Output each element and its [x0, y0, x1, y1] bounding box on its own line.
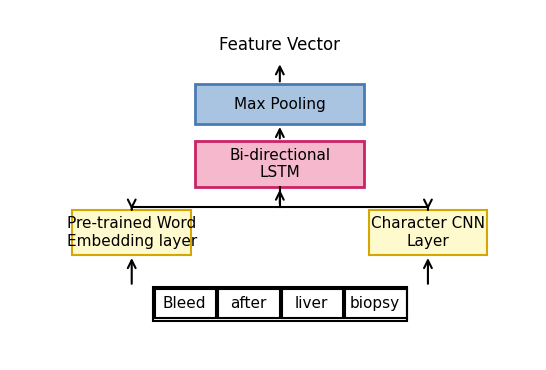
FancyBboxPatch shape — [195, 84, 365, 124]
FancyBboxPatch shape — [153, 286, 407, 321]
FancyBboxPatch shape — [73, 210, 191, 255]
Text: Bleed: Bleed — [163, 296, 206, 311]
FancyBboxPatch shape — [195, 141, 365, 187]
Text: Feature Vector: Feature Vector — [219, 36, 340, 54]
FancyBboxPatch shape — [369, 210, 487, 255]
Text: Pre-trained Word
Embedding layer: Pre-trained Word Embedding layer — [67, 216, 197, 249]
Text: after: after — [230, 296, 266, 311]
Text: Character CNN
Layer: Character CNN Layer — [371, 216, 485, 249]
Text: liver: liver — [295, 296, 328, 311]
Text: Bi-directional
LSTM: Bi-directional LSTM — [229, 148, 330, 180]
Text: Max Pooling: Max Pooling — [234, 97, 326, 112]
Text: biopsy: biopsy — [350, 296, 400, 311]
